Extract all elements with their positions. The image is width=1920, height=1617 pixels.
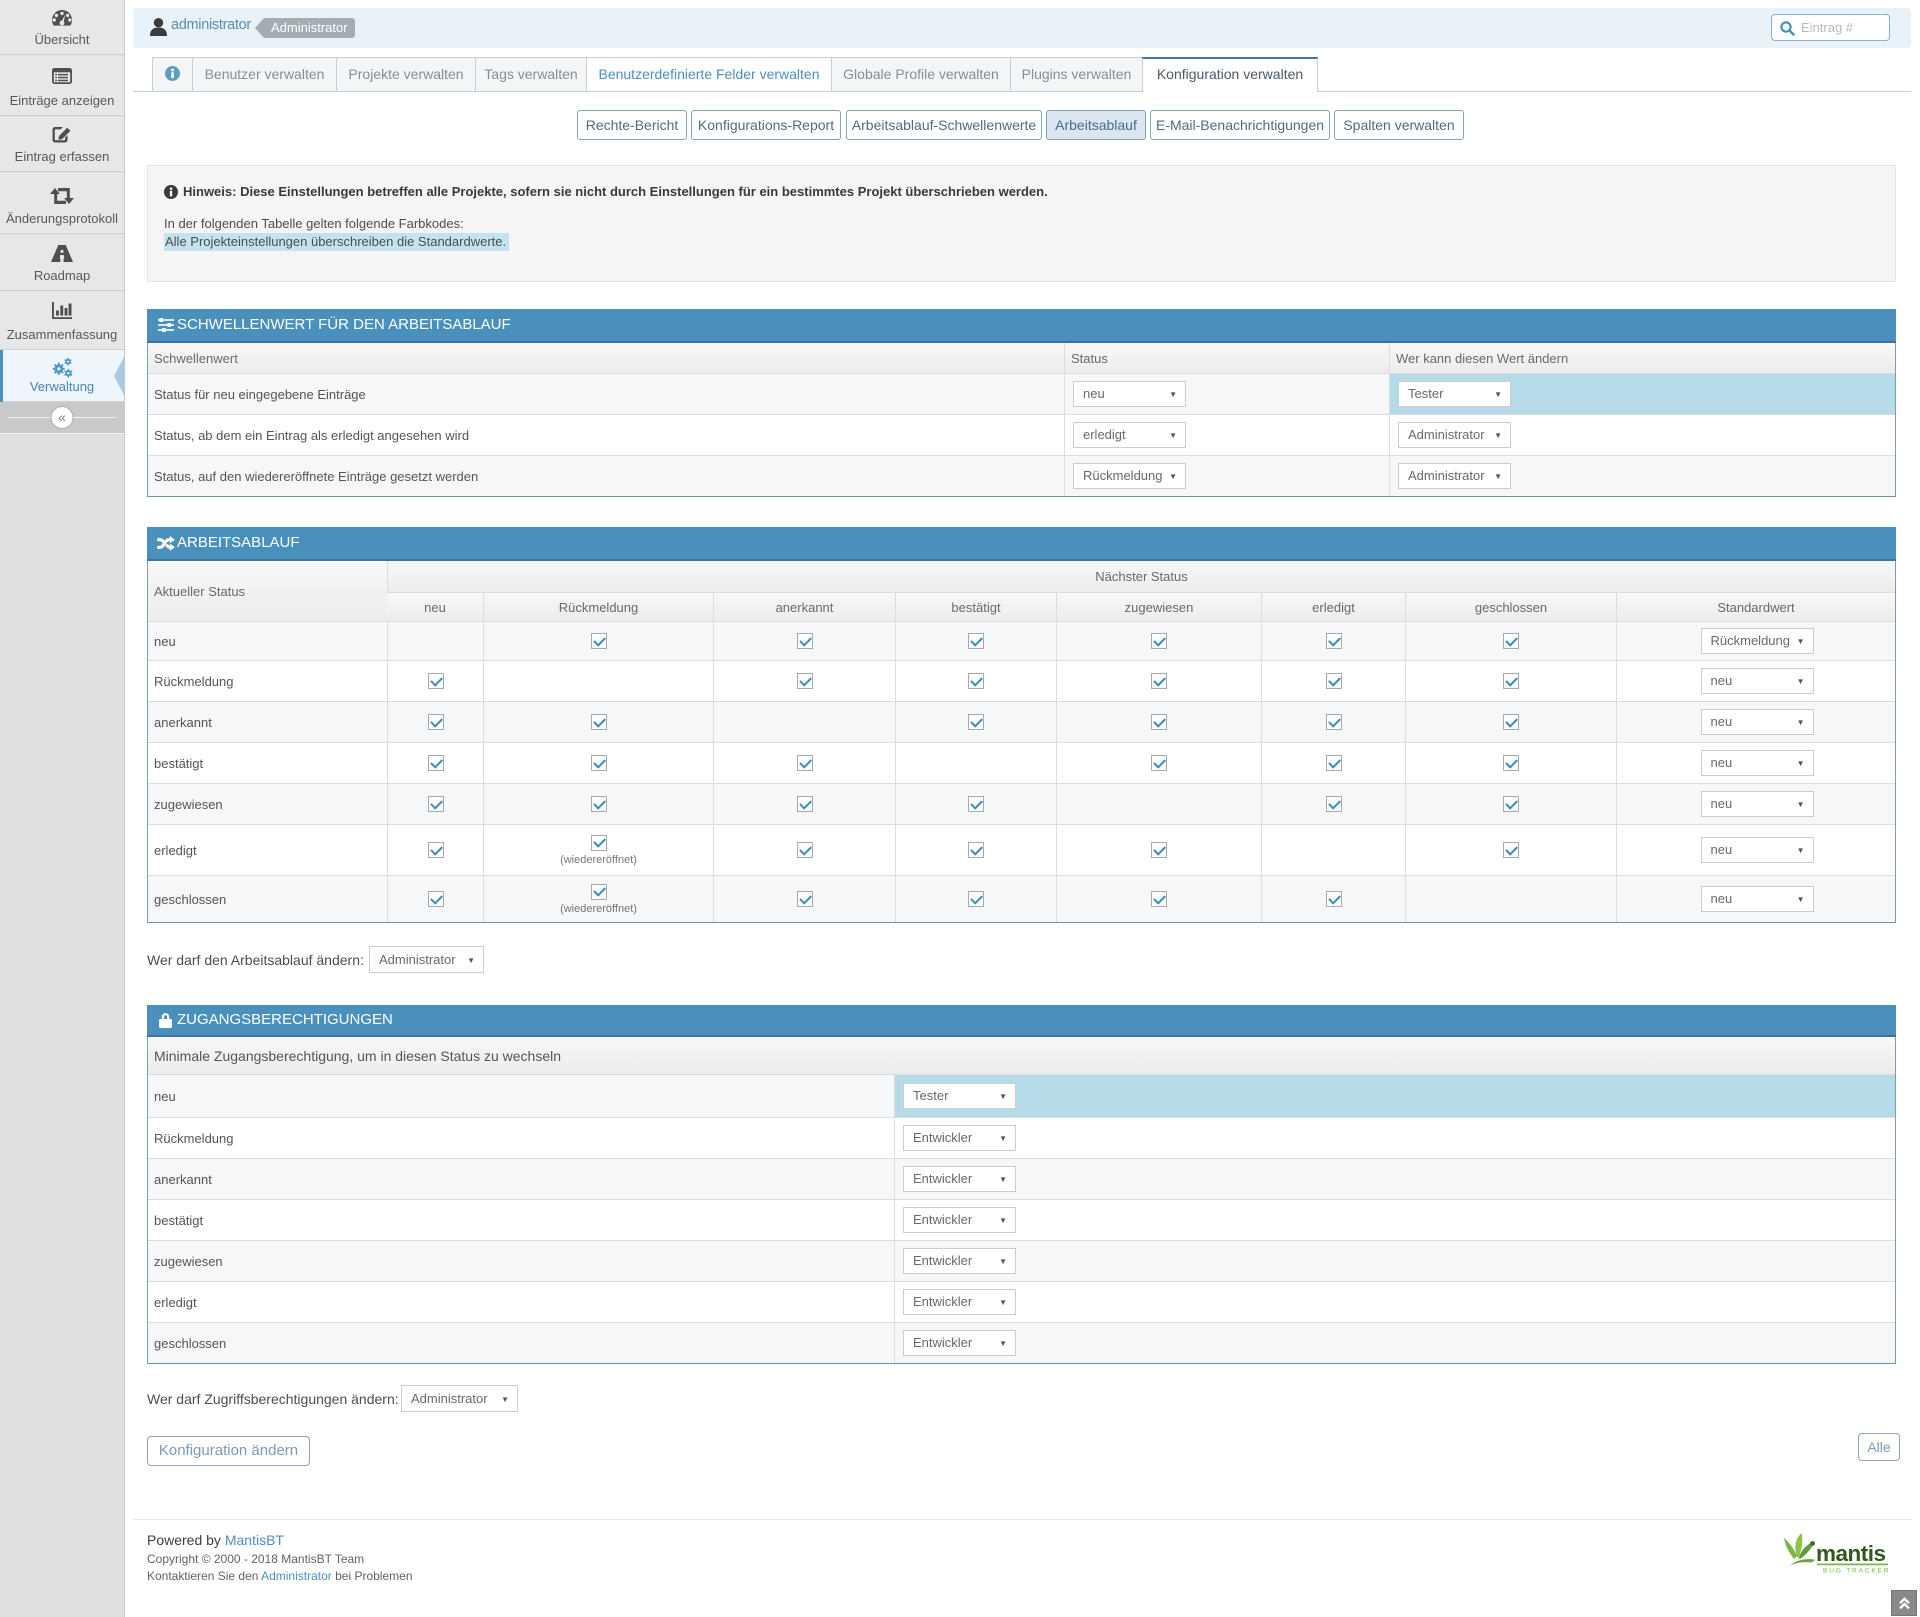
svg-text:mantis: mantis <box>1816 1541 1886 1566</box>
svg-text:BUG TRACKER: BUG TRACKER <box>1823 1568 1890 1575</box>
